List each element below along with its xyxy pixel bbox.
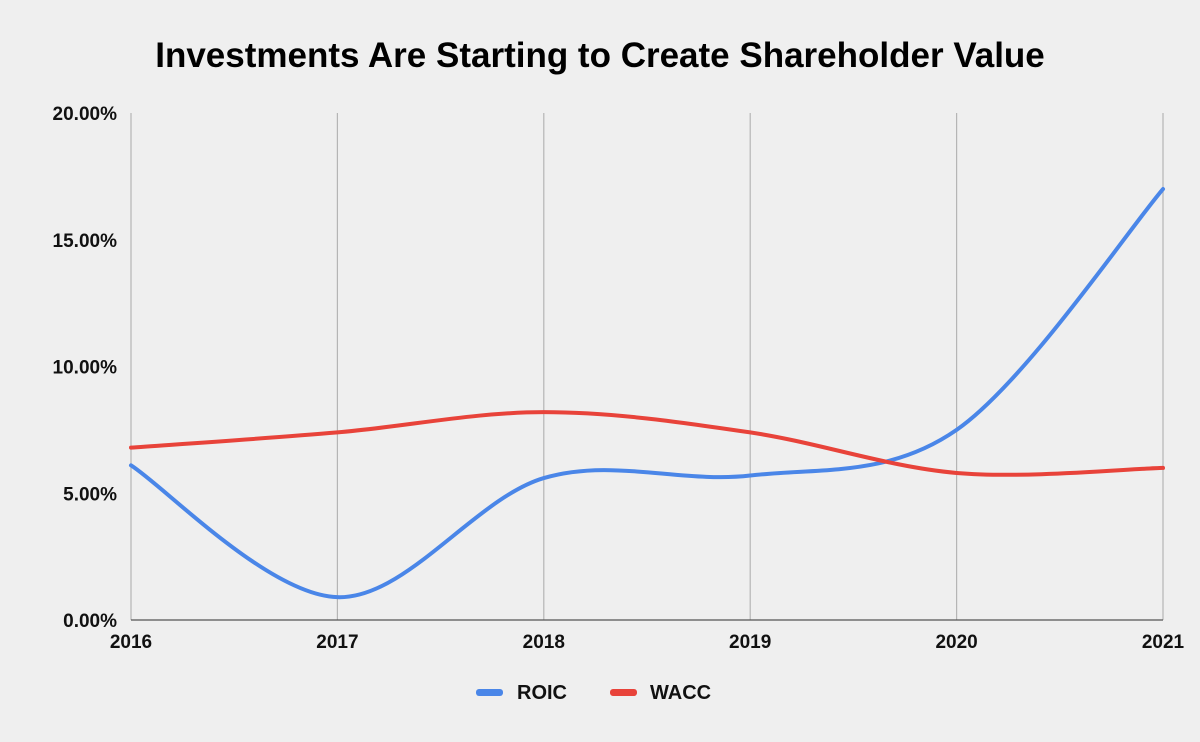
legend-swatch (610, 689, 637, 696)
x-tick-label: 2019 (729, 632, 771, 653)
grid-lines (130, 113, 1164, 621)
legend[interactable]: ROIC WACC (476, 682, 711, 704)
x-axis-ticks: 2016 2017 2018 2019 2020 2021 (110, 632, 1185, 653)
y-tick-label: 15.00% (53, 231, 118, 252)
legend-item-roic[interactable]: ROIC (476, 682, 567, 704)
legend-label: ROIC (517, 682, 567, 704)
series-line-roic (129, 187, 1165, 600)
y-tick-label: 10.00% (53, 358, 118, 379)
y-axis-ticks: 0.00% 5.00% 10.00% 15.00% 20.00% (53, 104, 118, 632)
x-tick-label: 2018 (523, 632, 565, 653)
legend-label: WACC (650, 682, 711, 704)
series-line-wacc (129, 410, 1165, 477)
x-tick-label: 2016 (110, 632, 152, 653)
legend-item-wacc[interactable]: WACC (610, 682, 711, 704)
legend-swatch (476, 689, 503, 696)
x-tick-label: 2017 (316, 632, 358, 653)
x-tick-label: 2021 (1142, 632, 1185, 653)
y-tick-label: 20.00% (53, 104, 118, 125)
x-tick-label: 2020 (935, 632, 977, 653)
chart-title: Investments Are Starting to Create Share… (155, 36, 1045, 75)
y-tick-label: 0.00% (63, 611, 117, 632)
series-lines (129, 187, 1165, 600)
y-tick-label: 5.00% (63, 484, 117, 505)
